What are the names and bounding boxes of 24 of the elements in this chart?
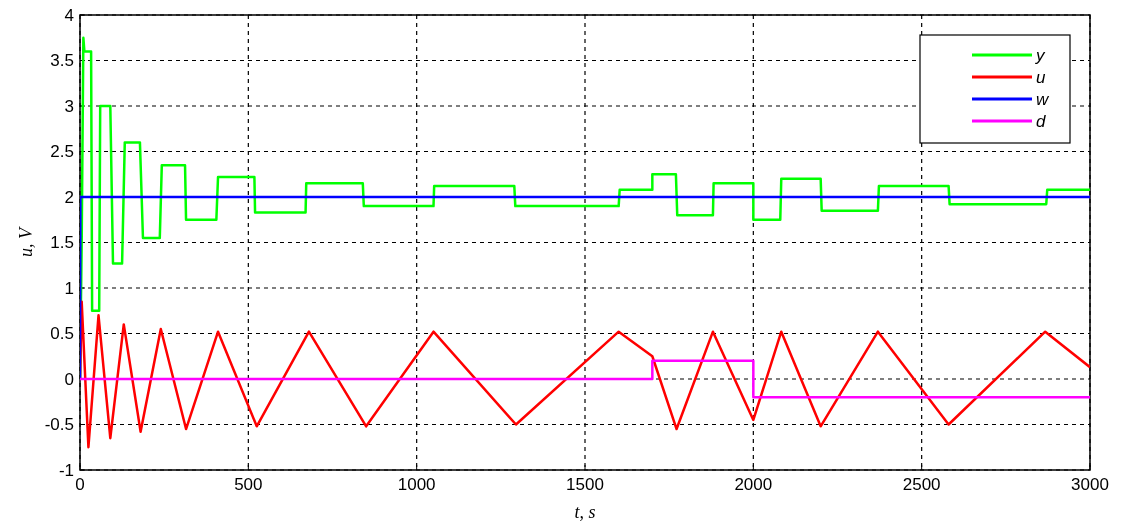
x-tick-label: 2500	[902, 475, 941, 494]
y-axis-title: u, V	[16, 226, 36, 257]
y-tick-label: 2	[64, 187, 74, 207]
y-tick-label: 3	[64, 96, 74, 116]
y-tick-label: 1.5	[50, 233, 74, 253]
x-axis-title: t, s	[574, 502, 596, 522]
y-tick-label: 3.5	[50, 51, 74, 71]
y-tick-label: 2.5	[50, 142, 74, 162]
x-tick-label: 1000	[397, 475, 436, 494]
y-tick-label: 0	[64, 369, 74, 389]
legend-label: w	[1036, 89, 1050, 109]
x-tick-label: 1500	[566, 475, 604, 494]
legend-label: u	[1036, 67, 1046, 87]
line-series	[80, 300, 1090, 449]
y-tick-label: -1	[58, 460, 74, 480]
y-tick-label: -0.5	[44, 415, 74, 435]
y-tick-label: 1	[64, 278, 74, 298]
x-tick-label: 500	[234, 475, 263, 494]
legend-label: y	[1035, 45, 1046, 65]
y-tick-label: 0.5	[50, 324, 74, 344]
legend-label: d	[1036, 111, 1046, 131]
x-tick-label: 3000	[1071, 475, 1109, 494]
y-tick-label: 4	[64, 5, 74, 25]
x-tick-label: 2000	[734, 475, 773, 494]
